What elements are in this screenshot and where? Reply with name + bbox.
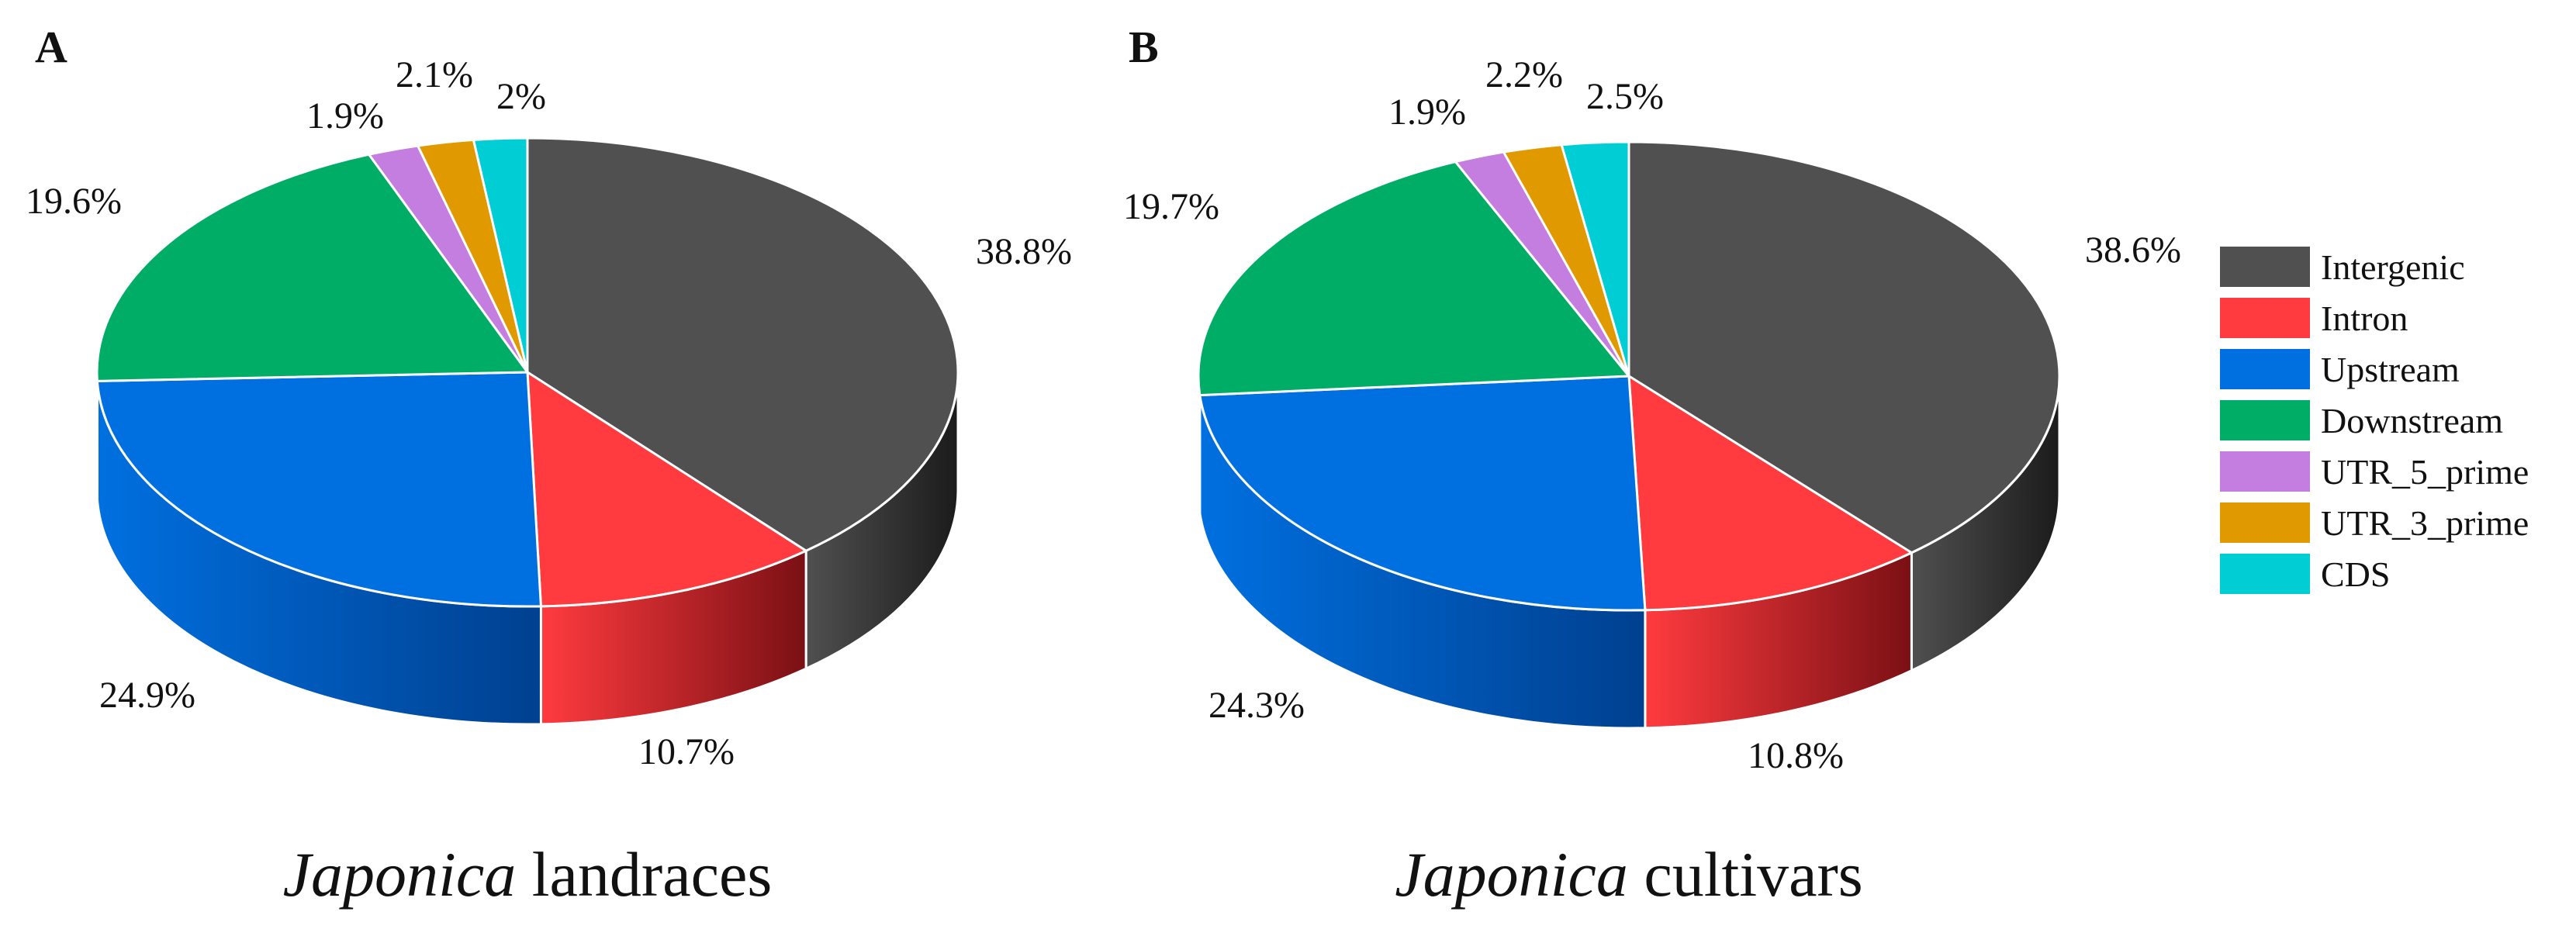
label-intergenic: 38.6% xyxy=(2085,230,2181,271)
slice-upstream xyxy=(95,371,542,608)
slice-cds xyxy=(1560,140,1630,378)
label-upstream: 24.3% xyxy=(1208,685,1305,726)
label-utr-5-prime: 1.9% xyxy=(1388,92,1466,133)
legend: Intergenic Intron Upstream Downstream UTR_5_… xyxy=(2220,247,2529,594)
pie-chart-landraces xyxy=(95,136,960,726)
label-intron: 10.7% xyxy=(638,731,735,772)
pie-chart-cultivars xyxy=(1197,140,2061,730)
caption-cultivars: Japonica cultivars xyxy=(1395,839,1862,910)
label-downstream: 19.6% xyxy=(26,181,122,222)
slice-intron xyxy=(1627,375,1913,612)
caption-landraces-italic: Japonica xyxy=(283,839,517,910)
legend-label-utr-5-prime: UTR_5_prime xyxy=(2321,452,2529,492)
caption-landraces-rest: landraces xyxy=(532,839,773,910)
caption-landraces: Japonica landraces xyxy=(283,839,773,910)
legend-swatch-cds xyxy=(2220,554,2310,594)
label-utr-5-prime: 1.9% xyxy=(306,95,384,136)
legend-label-cds: CDS xyxy=(2321,554,2390,594)
panel-a: A 38.8% 10.7% 24.9% 19.6% 1.9% 2.1% 2% Japonic… xyxy=(26,22,1072,910)
slice-intergenic xyxy=(1627,140,2061,554)
legend-swatch-intron xyxy=(2220,298,2310,338)
pie-labels-cultivars: 38.6% 10.8% 24.3% 19.7% 1.9% 2.2% 2.5% xyxy=(1123,54,2181,776)
legend-swatch-utr-5-prime xyxy=(2220,451,2310,492)
slice-upstream xyxy=(1198,375,1647,612)
legend-swatch-utr-3-prime xyxy=(2220,502,2310,543)
slice-downstream xyxy=(95,153,529,382)
label-cds: 2.5% xyxy=(1586,76,1664,117)
legend-swatch-intergenic xyxy=(2220,247,2310,287)
slice-intergenic xyxy=(526,136,960,552)
legend-swatch-upstream xyxy=(2220,349,2310,389)
slice-cds xyxy=(472,136,529,374)
panel-letter-b: B xyxy=(1129,22,1159,72)
caption-cultivars-space xyxy=(1628,839,1644,910)
legend-label-downstream: Downstream xyxy=(2321,401,2503,440)
legend-label-intergenic: Intergenic xyxy=(2321,247,2465,287)
label-downstream: 19.7% xyxy=(1123,186,1219,227)
label-cds: 2% xyxy=(496,76,546,117)
legend-label-upstream: Upstream xyxy=(2321,350,2460,389)
label-intergenic: 38.8% xyxy=(976,231,1072,272)
label-utr-3-prime: 2.2% xyxy=(1485,54,1563,95)
legend-label-utr-3-prime: UTR_3_prime xyxy=(2321,503,2529,543)
caption-cultivars-rest: cultivars xyxy=(1644,839,1862,910)
legend-label-intron: Intron xyxy=(2321,299,2408,338)
panel-letter-a: A xyxy=(35,22,67,72)
slice-intron xyxy=(526,371,807,608)
pie-labels-landraces: 38.8% 10.7% 24.9% 19.6% 1.9% 2.1% 2% xyxy=(26,54,1072,772)
caption-landraces-space xyxy=(516,839,532,910)
label-utr-3-prime: 2.1% xyxy=(396,54,473,95)
legend-swatch-downstream xyxy=(2220,400,2310,440)
panel-b: B 38.6% 10.8% 24.3% 19.7% 1.9% 2.2% 2.5% Japon… xyxy=(1123,22,2181,910)
label-upstream: 24.9% xyxy=(99,675,195,716)
label-intron: 10.8% xyxy=(1748,735,1844,776)
caption-cultivars-italic: Japonica xyxy=(1395,839,1628,910)
slice-downstream xyxy=(1197,161,1630,397)
